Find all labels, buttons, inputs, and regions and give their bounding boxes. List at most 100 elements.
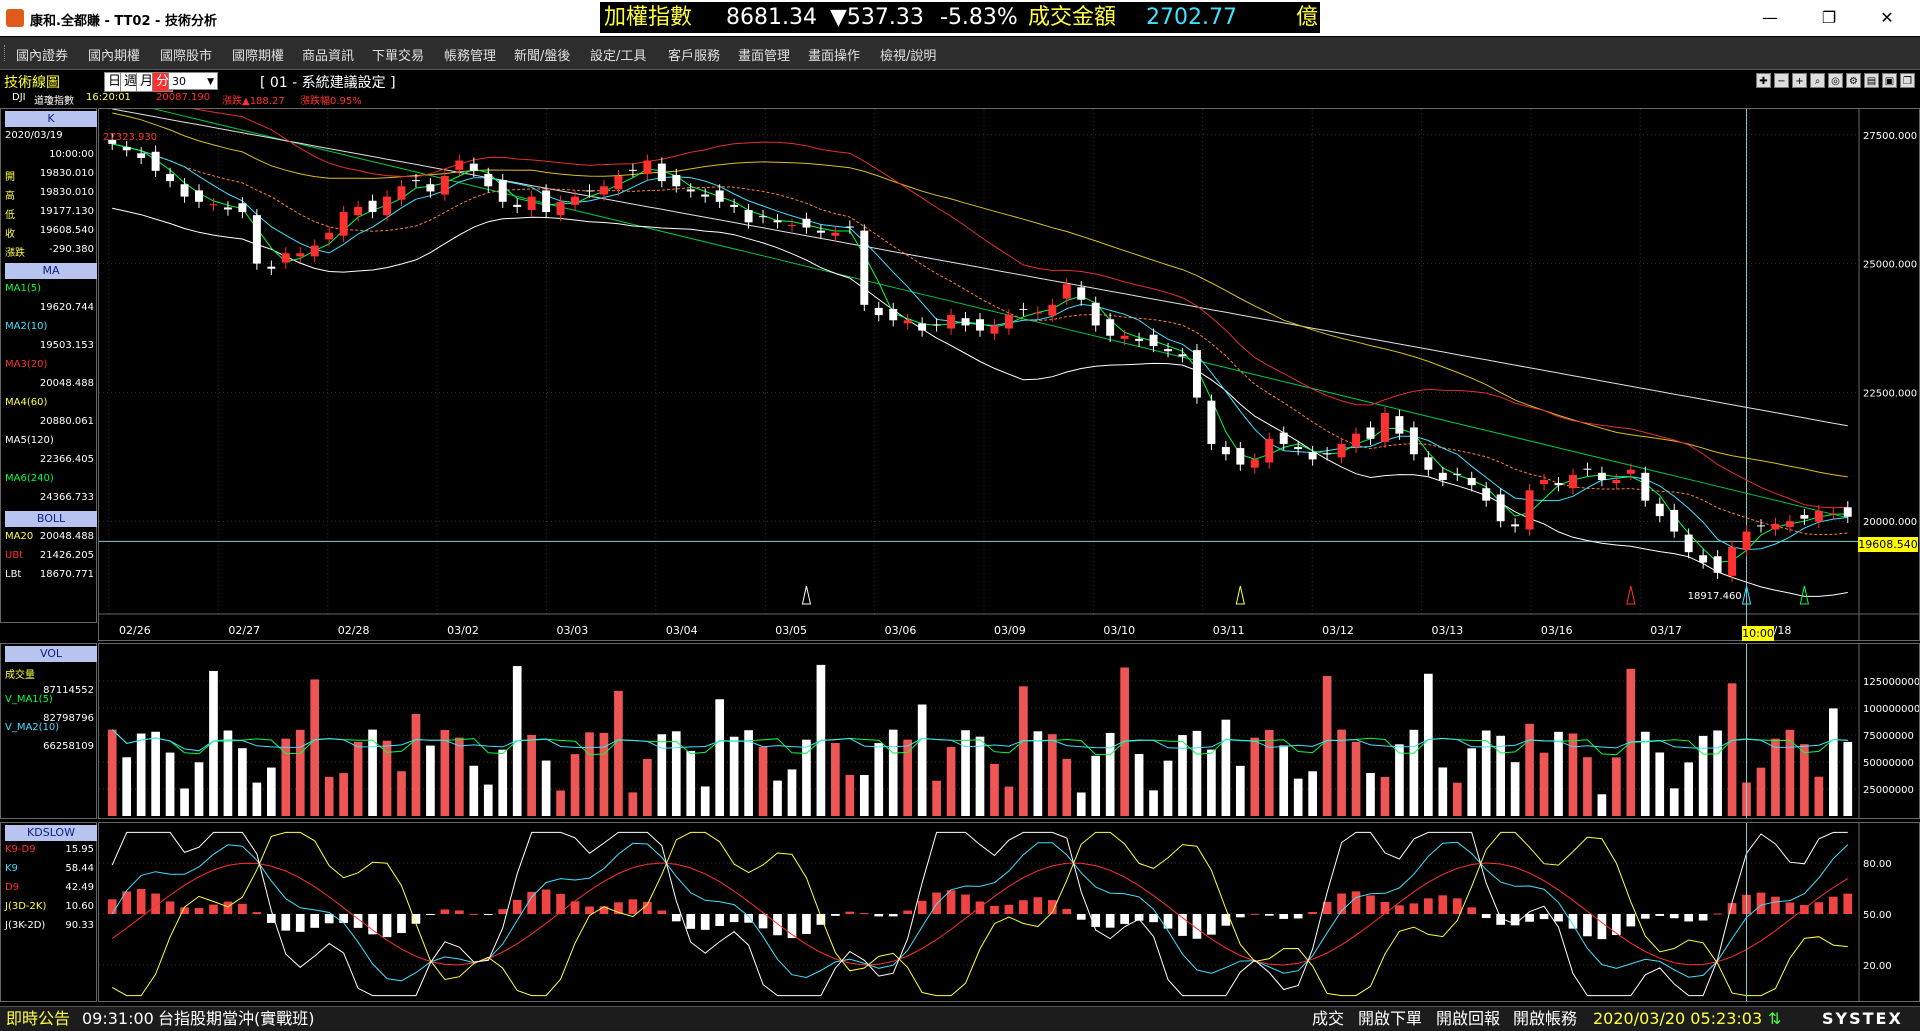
search-icon[interactable]: ⌕ xyxy=(1810,73,1825,88)
candle-body xyxy=(122,146,131,151)
kd-diff-bar xyxy=(1004,904,1014,914)
candle-body xyxy=(874,307,883,316)
announcement-message[interactable]: 台指股期當沖(實戰班) xyxy=(158,1009,315,1028)
candle-body xyxy=(252,215,261,264)
kd-diff-bar xyxy=(1510,914,1520,926)
candle-body xyxy=(657,163,666,182)
kd-diff-bar xyxy=(527,891,536,914)
volume-bar xyxy=(1004,786,1014,816)
trades-button[interactable]: 成交 xyxy=(1312,1009,1345,1028)
kd-section-header: KDSLOW xyxy=(5,825,97,841)
menu-item-3[interactable]: 國際期權 xyxy=(232,49,285,64)
menu-item-4[interactable]: 商品資訊 xyxy=(302,49,355,64)
candle-body xyxy=(180,184,189,197)
crosshair-icon[interactable]: ✚ xyxy=(1756,73,1771,88)
candle-body xyxy=(1597,472,1606,481)
candle-body xyxy=(585,190,594,192)
menu-item-0[interactable]: 國內證券 xyxy=(16,49,69,64)
volume-bar xyxy=(556,790,565,816)
window-icon[interactable]: ❐ xyxy=(1900,73,1915,88)
candle-body xyxy=(1337,443,1346,458)
turnover-unit: 億 xyxy=(1296,5,1319,30)
close-button[interactable]: ✕ xyxy=(1880,8,1894,27)
open-report-button[interactable]: 開啟回報 xyxy=(1436,1009,1501,1028)
volume-bar xyxy=(339,773,348,816)
kd-diff-bar xyxy=(238,903,247,914)
candle-body xyxy=(1626,469,1635,474)
volume-bar xyxy=(1539,752,1549,816)
volume-bar xyxy=(570,754,580,816)
candle-body xyxy=(1757,525,1765,527)
kd-diff-bar xyxy=(1178,914,1187,936)
quote-last: 20087.190 xyxy=(156,92,211,103)
candle-body xyxy=(1279,432,1288,444)
k-label: 低 xyxy=(5,210,15,221)
interval-value: 30 xyxy=(172,75,186,88)
menu-item-12[interactable]: 檢視/說明 xyxy=(880,49,937,64)
market-ticker: 加權指數 8681.34 ▼537.33 -5.83% 成交金額 2702.77… xyxy=(600,2,1320,33)
kd-diff-bar xyxy=(1481,914,1491,919)
menu-item-8[interactable]: 設定/工具 xyxy=(590,49,647,64)
volume-bar xyxy=(917,704,927,816)
kd-diff-bar xyxy=(1640,914,1650,919)
candle-body xyxy=(788,224,796,226)
magnify-icon[interactable]: ◎ xyxy=(1828,73,1843,88)
menu-item-7[interactable]: 新聞/盤後 xyxy=(514,49,571,64)
menu-item-10[interactable]: 畫面管理 xyxy=(738,49,791,64)
zoom-out-icon[interactable]: − xyxy=(1774,73,1789,88)
volume-bar xyxy=(1510,762,1520,816)
bar-date: 2020/03/19 xyxy=(5,130,63,141)
kd-diff-bar xyxy=(1351,891,1361,914)
zoom-in-icon[interactable]: + xyxy=(1792,73,1807,88)
period-week-button[interactable]: 週 xyxy=(120,72,141,92)
period-month-button[interactable]: 月 xyxy=(136,72,157,92)
menu-item-11[interactable]: 畫面操作 xyxy=(808,49,861,64)
volume-bar xyxy=(1019,686,1028,816)
kd-diff-bar xyxy=(888,914,898,917)
candle-body xyxy=(903,320,912,324)
settings-icon[interactable]: ⚙ xyxy=(1846,73,1861,88)
candle-body xyxy=(411,180,420,182)
candle-body xyxy=(1019,308,1028,310)
volume-chart[interactable]: 125000000 100000000 75000000 50000000 250000… xyxy=(98,643,1920,819)
menu-item-9[interactable]: 客戶服務 xyxy=(668,49,721,64)
menu-item-1[interactable]: 國內期權 xyxy=(88,49,141,64)
candle-body xyxy=(1728,547,1737,576)
interval-select[interactable]: 30 ▼ xyxy=(168,72,218,90)
boll-label: MA20 xyxy=(5,531,34,542)
volume-bar xyxy=(107,729,117,816)
candle-body xyxy=(1540,480,1549,485)
save-icon[interactable]: ▣ xyxy=(1882,73,1897,88)
kd-diff-bar xyxy=(729,914,739,923)
minimize-button[interactable]: — xyxy=(1762,8,1778,27)
volume-bar xyxy=(715,699,725,816)
candle-body xyxy=(281,253,290,263)
price-chart[interactable]: 02/26 02/27 02/28 03/02 03/03 03/04 03/05 03/06… xyxy=(98,108,1920,641)
kd-diff-bar xyxy=(556,893,565,914)
candle-body xyxy=(990,325,999,334)
volume-bar xyxy=(1438,767,1448,816)
volume-bar xyxy=(845,774,855,816)
kd-chart[interactable]: 80.00 50.00 20.00 xyxy=(98,822,1920,1002)
j-3k-2d-line xyxy=(111,831,1848,997)
menu-item-2[interactable]: 國際股市 xyxy=(160,49,213,64)
boll-upper-line xyxy=(192,109,1848,509)
restore-button[interactable]: ❐ xyxy=(1821,8,1837,27)
preset-label[interactable]: [ 01 - 系統建議設定 ] xyxy=(260,75,396,91)
open-order-button[interactable]: 開啟下單 xyxy=(1358,1009,1423,1028)
vol-label: V_MA1(5) xyxy=(5,694,53,705)
ma-label: MA4(60) xyxy=(5,397,48,408)
print-icon[interactable]: ▤ xyxy=(1864,73,1879,88)
candle-body xyxy=(701,194,710,197)
open-account-button[interactable]: 開啟帳務 xyxy=(1513,1009,1578,1028)
menu-item-6[interactable]: 帳務管理 xyxy=(444,49,497,64)
menu-item-5[interactable]: 下單交易 xyxy=(372,49,425,64)
kd-diff-bar xyxy=(368,914,377,935)
kd-diff-bar xyxy=(831,914,840,916)
volume-tick-label: 25000000 xyxy=(1863,785,1914,796)
x-tick-label: 03/12 xyxy=(1322,624,1354,637)
volume-bar xyxy=(397,771,406,816)
x-tick-label: 03/06 xyxy=(885,624,917,637)
candle-body xyxy=(1612,480,1621,484)
volume-bar xyxy=(1091,755,1101,816)
